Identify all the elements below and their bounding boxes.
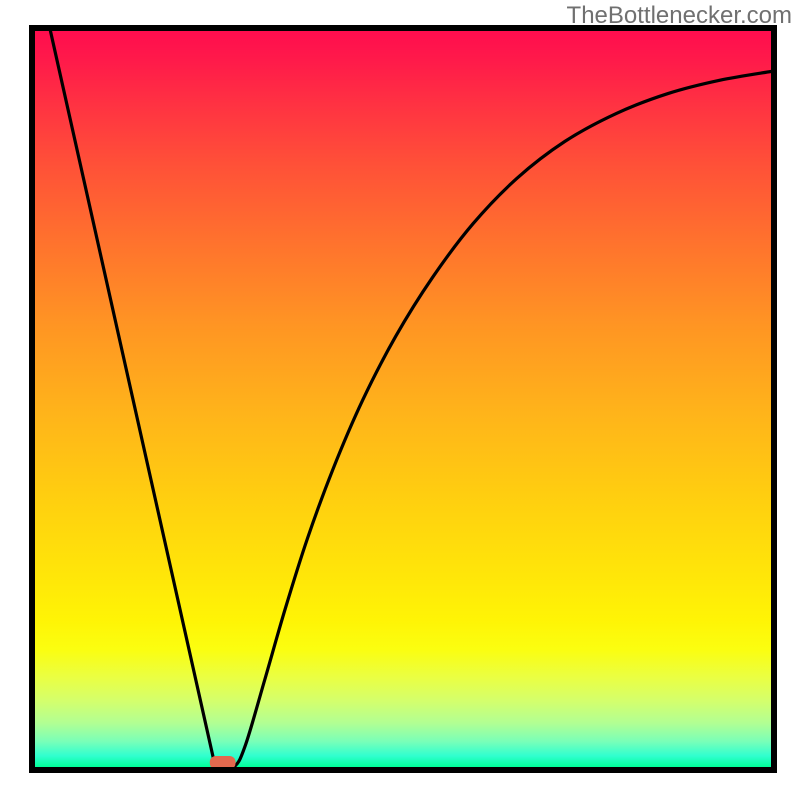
plot-gradient-background [35, 31, 771, 767]
watermark-text: TheBottlenecker.com [567, 2, 792, 30]
chart-container: TheBottlenecker.com [0, 0, 800, 800]
bottleneck-chart [0, 0, 800, 800]
